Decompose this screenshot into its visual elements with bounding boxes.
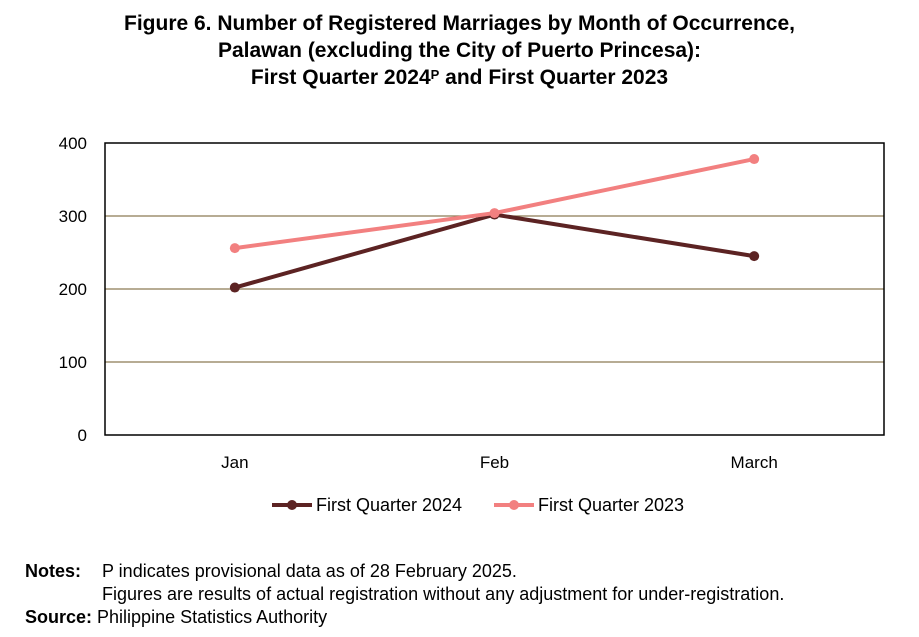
chart-title: Figure 6. Number of Registered Marriages…: [0, 10, 919, 91]
y-tick-label: 300: [59, 207, 87, 226]
source-text: Philippine Statistics Authority: [97, 607, 328, 627]
note-registration: Figures are results of actual registrati…: [102, 584, 785, 604]
note-provisional: P indicates provisional data as of 28 Fe…: [102, 561, 517, 581]
data-point: [749, 154, 760, 165]
title-line-3: First Quarter 2024P and First Quarter 20…: [0, 64, 919, 91]
x-tick-label: Feb: [480, 453, 509, 472]
legend-label: First Quarter 2023: [538, 495, 684, 515]
y-tick-label: 200: [59, 280, 87, 299]
x-tick-label: March: [731, 453, 778, 472]
data-point: [229, 243, 240, 254]
series-line-1: [232, 157, 757, 251]
y-axis: 0 100 200 300 400: [59, 134, 87, 445]
line-chart: 0 100 200 300 400 Jan Feb March First Quarter …: [59, 134, 885, 515]
title-line-1: Figure 6. Number of Registered Marriages…: [124, 12, 795, 35]
series-lines: [229, 154, 760, 293]
title-line-3-pre: First Quarter 2024: [250, 66, 431, 89]
plot-area-frame: [104, 142, 885, 436]
data-point: [749, 251, 760, 262]
y-tick-label: 0: [78, 426, 87, 445]
legend: First Quarter 2024 First Quarter 2023: [272, 495, 684, 515]
source-label: Source:: [25, 607, 93, 627]
notes-section: Notes: P indicates provisional data as o…: [25, 560, 784, 629]
notes-label: Notes:: [25, 561, 82, 581]
title-line-3-post: and First Quarter 2023: [439, 66, 669, 89]
data-point: [229, 282, 240, 293]
x-axis: Jan Feb March: [221, 453, 778, 472]
x-tick-label: Jan: [221, 453, 248, 472]
series-line-0: [232, 212, 757, 290]
legend-label: First Quarter 2024: [316, 495, 462, 515]
legend-swatch-marker: [509, 500, 519, 510]
y-tick-label: 400: [59, 134, 87, 153]
data-point: [489, 208, 500, 219]
y-tick-label: 100: [59, 353, 87, 372]
legend-swatch-marker: [287, 500, 297, 510]
provisional-marker: P: [430, 67, 440, 82]
title-line-2: Palawan (excluding the City of Puerto Pr…: [217, 39, 702, 62]
gridlines: [105, 215, 884, 363]
